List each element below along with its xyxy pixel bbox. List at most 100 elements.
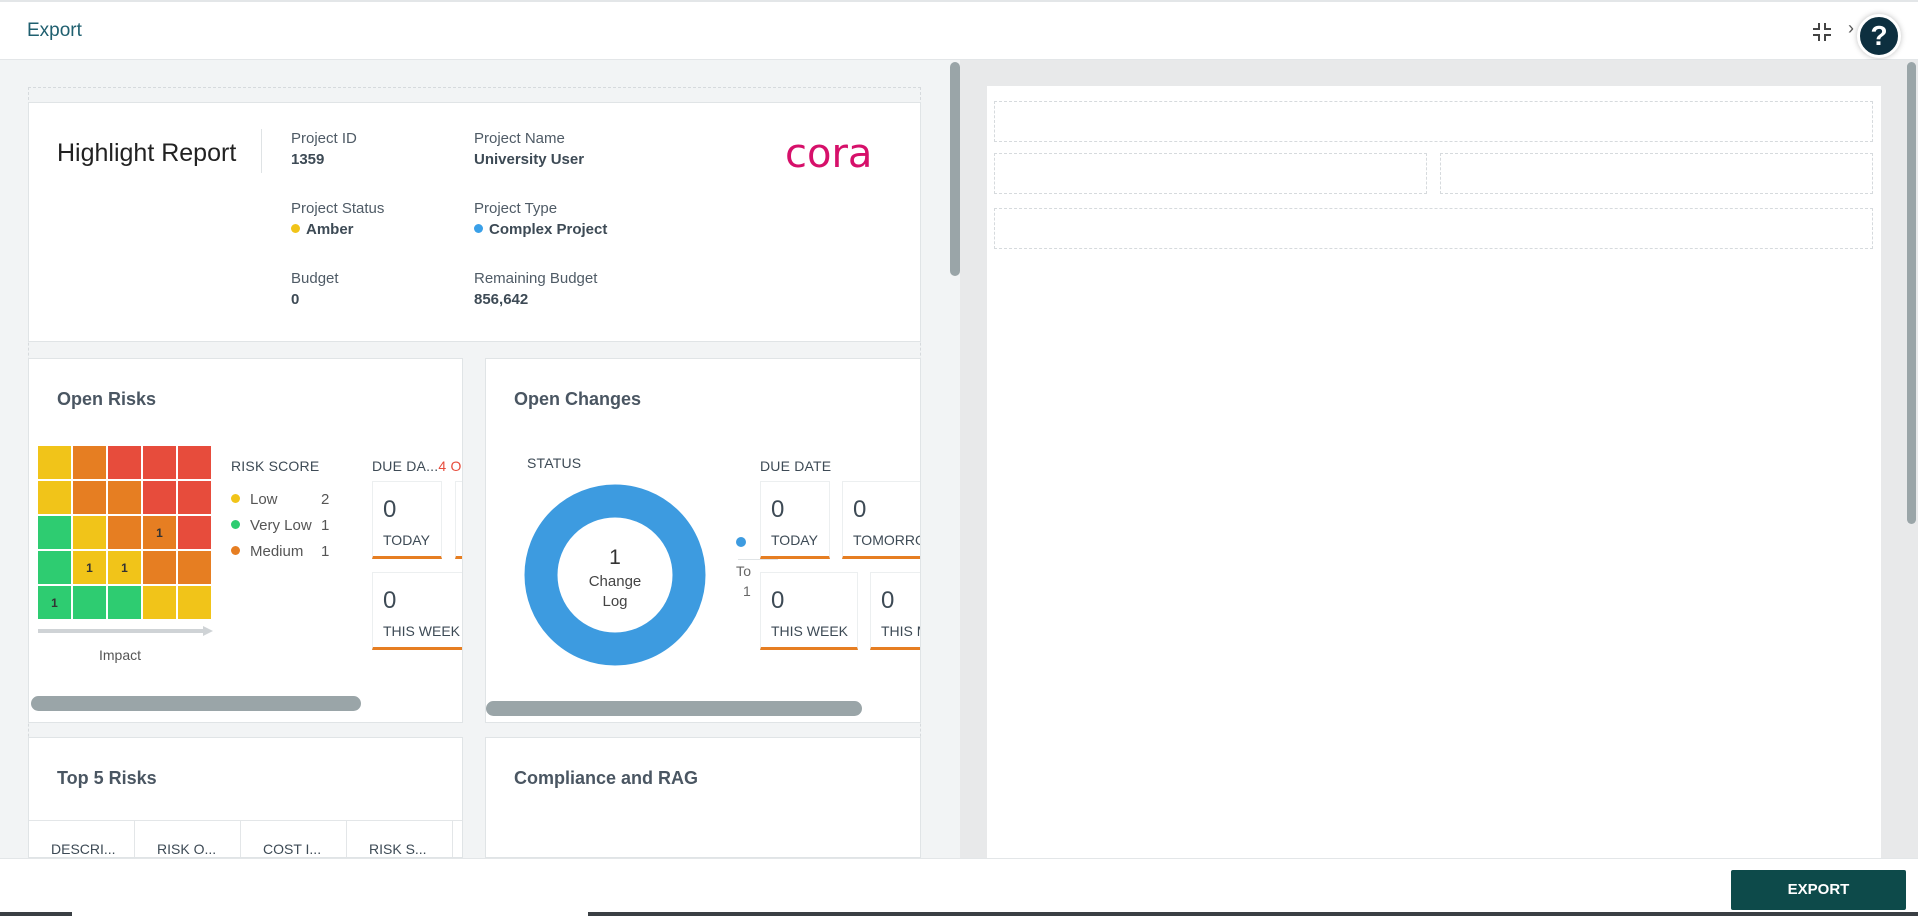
layout-placeholder-half-left[interactable] bbox=[994, 153, 1427, 194]
cora-logo: cora bbox=[785, 131, 872, 175]
change-due-tomorrow-tile[interactable]: 0 TOMORROW bbox=[842, 481, 920, 559]
legend-label: Medium bbox=[250, 543, 304, 560]
risk-matrix-cell[interactable] bbox=[108, 516, 141, 549]
change-legend-dot-icon bbox=[736, 537, 746, 547]
remaining-budget-field: Remaining Budget 856,642 bbox=[474, 270, 597, 308]
collapse-icon[interactable] bbox=[1810, 20, 1834, 44]
layout-placeholder-full-bottom[interactable] bbox=[994, 208, 1873, 249]
compliance-rag-card: Compliance and RAG bbox=[485, 737, 921, 858]
tile-count: 0 bbox=[771, 587, 785, 614]
dialog-title: Export bbox=[27, 20, 82, 41]
risk-matrix-cell[interactable] bbox=[178, 586, 211, 619]
change-legend-count-partial: 1 bbox=[743, 583, 751, 599]
risk-matrix-cell[interactable] bbox=[178, 446, 211, 479]
taskbar-edge bbox=[0, 912, 1918, 916]
risk-due-today-tile[interactable]: 0 TODAY bbox=[372, 481, 442, 559]
project-id-field: Project ID 1359 bbox=[291, 130, 357, 168]
legend-dot-icon bbox=[231, 546, 240, 555]
dialog-footer: EXPORT bbox=[0, 858, 1918, 916]
risk-due-next-tile[interactable] bbox=[455, 481, 462, 559]
cora-logo-text: cora bbox=[785, 131, 872, 175]
change-due-this-month-tile[interactable]: 0 THIS M bbox=[870, 572, 920, 650]
risk-matrix-cell[interactable] bbox=[143, 586, 176, 619]
risk-matrix-cell[interactable]: 1 bbox=[73, 551, 106, 584]
change-due-this-week-tile[interactable]: 0 THIS WEEK bbox=[760, 572, 858, 650]
type-dot-icon bbox=[474, 224, 483, 233]
budget-value: 0 bbox=[291, 291, 300, 308]
project-name-field: Project Name University User bbox=[474, 130, 584, 168]
chevron-right-icon[interactable]: › bbox=[1848, 18, 1854, 38]
open-risks-scrollbar[interactable] bbox=[31, 696, 361, 711]
layout-placeholder-full-top[interactable] bbox=[994, 101, 1873, 142]
risk-matrix-cell[interactable] bbox=[143, 551, 176, 584]
risk-matrix-cell[interactable] bbox=[108, 586, 141, 619]
risk-due-this-week-tile[interactable]: 0 THIS WEEK bbox=[372, 572, 462, 650]
donut-label-line1: Change bbox=[588, 573, 642, 590]
donut-count: 1 bbox=[609, 546, 621, 569]
export-button[interactable]: EXPORT bbox=[1731, 870, 1906, 910]
project-id-value: 1359 bbox=[291, 151, 325, 168]
project-type-field: Project Type Complex Project bbox=[474, 200, 607, 238]
risk-matrix-cell[interactable] bbox=[178, 516, 211, 549]
open-changes-card: Open Changes STATUS 1 Change Log To 1 DU… bbox=[485, 358, 921, 723]
open-changes-title: Open Changes bbox=[514, 389, 642, 409]
risk-matrix-cell[interactable] bbox=[108, 446, 141, 479]
tile-caption: TODAY bbox=[383, 532, 430, 548]
legend-count: 1 bbox=[321, 517, 330, 534]
risk-matrix-cell[interactable] bbox=[143, 481, 176, 514]
risk-matrix-cell[interactable] bbox=[143, 446, 176, 479]
risk-matrix-cell[interactable] bbox=[108, 481, 141, 514]
tile-caption: THIS WEEK bbox=[383, 623, 461, 639]
donut-label: Change Log bbox=[524, 572, 706, 612]
risk-due-date-text: DUE DA... bbox=[372, 458, 439, 474]
risk-matrix-cell[interactable] bbox=[38, 481, 71, 514]
layout-placeholder-half-right[interactable] bbox=[1440, 153, 1873, 194]
tile-caption: THIS WEEK bbox=[771, 623, 849, 639]
change-due-today-tile[interactable]: 0 TODAY bbox=[760, 481, 830, 559]
risk-matrix-cell[interactable]: 1 bbox=[38, 586, 71, 619]
risk-matrix-cell[interactable] bbox=[38, 551, 71, 584]
right-scrollbar-thumb[interactable] bbox=[1907, 62, 1916, 524]
tile-count: 0 bbox=[881, 587, 895, 614]
impact-axis-label: Impact bbox=[99, 647, 142, 663]
column-header-risk-owner[interactable]: RISK O... bbox=[135, 821, 241, 857]
risk-matrix-cell[interactable] bbox=[73, 446, 106, 479]
risk-matrix-cell[interactable]: 1 bbox=[143, 516, 176, 549]
risk-matrix-cell[interactable] bbox=[73, 586, 106, 619]
remaining-budget-label: Remaining Budget bbox=[474, 270, 598, 287]
legend-count: 1 bbox=[321, 543, 330, 560]
title-divider bbox=[261, 129, 262, 173]
tile-count: 0 bbox=[853, 496, 867, 523]
project-status-label: Project Status bbox=[291, 200, 385, 217]
risk-matrix-cell[interactable] bbox=[73, 481, 106, 514]
column-header-description[interactable]: DESCRI... bbox=[29, 821, 135, 857]
risk-matrix-cell[interactable] bbox=[178, 551, 211, 584]
change-status-donut[interactable] bbox=[524, 484, 706, 666]
legend-dot-icon bbox=[231, 520, 240, 529]
column-header-cost-impact[interactable]: COST I... bbox=[241, 821, 347, 857]
risk-matrix-cell[interactable] bbox=[73, 516, 106, 549]
legend-count: 2 bbox=[321, 491, 330, 508]
legend-label: Very Low bbox=[250, 517, 312, 534]
top-risks-table-header: DESCRI... RISK O... COST I... RISK S... bbox=[29, 820, 462, 857]
open-changes-scrollbar[interactable] bbox=[486, 701, 862, 716]
risk-matrix-cell[interactable]: 1 bbox=[108, 551, 141, 584]
budget-label: Budget bbox=[291, 270, 339, 287]
dialog-header: Export › ? bbox=[0, 0, 1918, 60]
legend-label: Low bbox=[250, 491, 278, 508]
risk-matrix-cell[interactable] bbox=[178, 481, 211, 514]
project-status-field: Project Status Amber bbox=[291, 200, 384, 238]
risk-matrix-cell[interactable] bbox=[38, 446, 71, 479]
tile-count: 0 bbox=[383, 587, 397, 614]
remaining-budget-value: 856,642 bbox=[474, 291, 529, 308]
tile-count: 0 bbox=[383, 496, 397, 523]
donut-center: 1 Change Log bbox=[524, 484, 706, 666]
left-scrollbar-thumb[interactable] bbox=[950, 62, 960, 276]
column-header-risk-score[interactable]: RISK S... bbox=[347, 821, 453, 857]
change-status-label: STATUS bbox=[527, 455, 582, 471]
help-button[interactable]: ? bbox=[1857, 14, 1901, 58]
project-type-label: Project Type bbox=[474, 200, 558, 217]
risk-matrix-cell[interactable] bbox=[38, 516, 71, 549]
risk-score-label: RISK SCORE bbox=[231, 458, 320, 474]
project-id-label: Project ID bbox=[291, 130, 357, 147]
